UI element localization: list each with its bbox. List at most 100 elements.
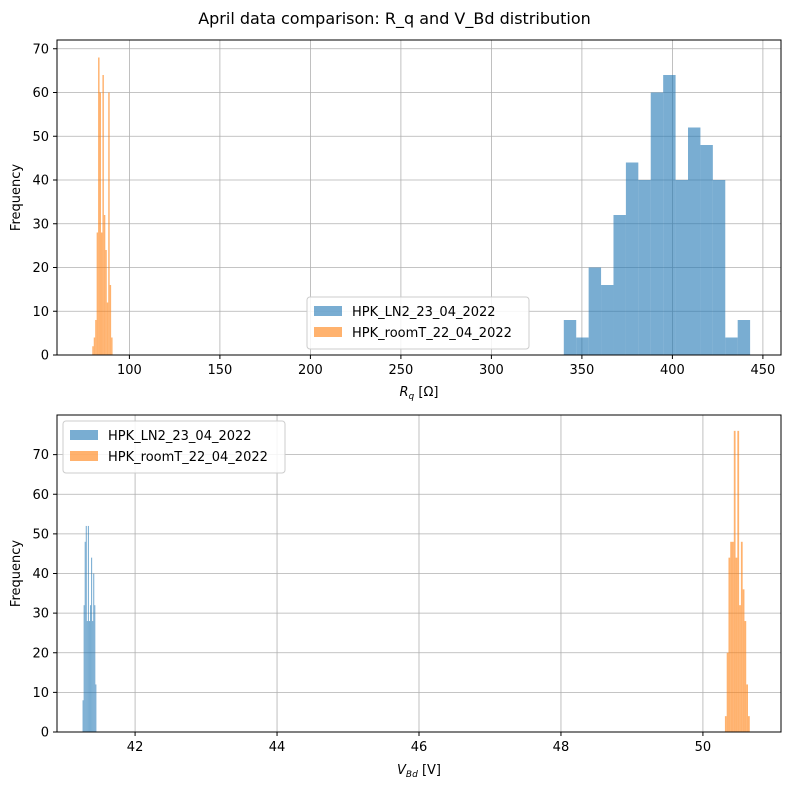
histogram-bar xyxy=(563,320,577,355)
x-tick-label: 300 xyxy=(479,363,504,378)
histogram-bar xyxy=(91,557,93,732)
histogram-bar xyxy=(663,75,676,355)
histogram-bar xyxy=(84,541,86,732)
histogram-bar xyxy=(737,430,740,732)
histogram-bar xyxy=(675,180,689,355)
histogram-bar xyxy=(730,541,733,732)
x-axis-label: VBd [V] xyxy=(397,763,441,780)
axes-frame xyxy=(56,39,782,356)
legend-box xyxy=(306,296,530,350)
legend-swatch xyxy=(70,430,98,440)
histogram-bar xyxy=(613,215,626,355)
x-tick-label: 200 xyxy=(298,363,323,378)
x-tick-label: 400 xyxy=(660,363,685,378)
histogram-bar xyxy=(105,250,107,355)
x-tick-label: 42 xyxy=(127,740,144,755)
histogram-bar xyxy=(92,346,94,355)
y-tick-label: 30 xyxy=(32,217,49,232)
y-tick-label: 0 xyxy=(41,726,49,741)
histogram-bar xyxy=(576,337,589,355)
vbd-histogram-chart: 42 44 46 48 50 0 10 20 30 40 50 60 70 VBd [V] Frequenc… xyxy=(9,414,782,780)
histogram-bar xyxy=(725,337,738,355)
histogram-bar xyxy=(102,75,104,355)
histogram-bar xyxy=(746,684,748,732)
histogram-bar xyxy=(96,232,99,355)
legend: HPK_LN2_23_04_2022 HPK_roomT_22_04_2022 xyxy=(306,296,530,350)
x-tick-label: 350 xyxy=(569,363,594,378)
y-tick-label: 50 xyxy=(32,527,49,542)
y-tick-label: 10 xyxy=(32,305,49,320)
series-0-bars xyxy=(82,525,97,732)
histogram-bar xyxy=(93,573,95,732)
y-tick-label: 0 xyxy=(41,349,49,364)
histogram-bar xyxy=(726,652,729,732)
histogram-bar xyxy=(88,621,91,732)
x-tick-label: 100 xyxy=(117,363,142,378)
histogram-bar xyxy=(735,557,738,732)
histogram-bar xyxy=(700,145,713,355)
histogram-bar xyxy=(739,605,741,732)
histogram-bar xyxy=(108,92,110,355)
histogram-bar xyxy=(601,285,614,355)
y-tick-label: 20 xyxy=(32,646,49,661)
figure-title: April data comparison: R_q and V_Bd dist… xyxy=(198,9,591,29)
histogram-bar xyxy=(625,162,639,355)
legend-entry-label: HPK_roomT_22_04_2022 xyxy=(352,326,512,341)
histogram-bar xyxy=(733,430,736,732)
histogram-bar xyxy=(638,180,651,355)
histogram-bar xyxy=(688,127,701,355)
y-tick-label: 70 xyxy=(32,448,49,463)
x-tick-label: 450 xyxy=(750,363,775,378)
series-0-bars xyxy=(563,75,751,355)
histogram-bar xyxy=(728,557,731,732)
legend-entry-label: HPK_LN2_23_04_2022 xyxy=(352,305,496,320)
y-tick-label: 20 xyxy=(32,261,49,276)
histogram-bar xyxy=(94,605,96,732)
x-tick-label: 48 xyxy=(553,740,570,755)
histogram-bar xyxy=(712,180,726,355)
legend-entry-label: HPK_LN2_23_04_2022 xyxy=(108,429,252,444)
histogram-bar xyxy=(85,525,87,732)
y-tick-label: 40 xyxy=(32,567,49,582)
x-axis-label: Rq [Ω] xyxy=(400,385,439,402)
histogram-bar xyxy=(83,605,85,732)
legend-swatch xyxy=(70,451,98,461)
y-tick-label: 60 xyxy=(32,488,49,503)
histogram-bar xyxy=(740,541,743,732)
histogram-bar xyxy=(106,302,109,355)
histogram-bar xyxy=(92,621,94,732)
histogram-bar xyxy=(737,320,751,355)
histogram-bar xyxy=(90,605,92,732)
x-tick-label: 50 xyxy=(695,740,712,755)
x-tick-label: 250 xyxy=(388,363,413,378)
y-tick-label: 30 xyxy=(32,607,49,622)
histogram-bar xyxy=(95,320,97,355)
legend-swatch xyxy=(314,306,342,316)
histogram-bar xyxy=(95,684,97,732)
legend-swatch xyxy=(314,327,342,337)
histogram-bar xyxy=(103,215,106,355)
histogram-bar xyxy=(588,267,602,355)
histogram-bar xyxy=(86,621,88,732)
histogram-bar xyxy=(82,700,84,732)
histogram-bar xyxy=(724,716,727,732)
x-tick-label: 44 xyxy=(269,740,286,755)
legend: HPK_LN2_23_04_2022 HPK_roomT_22_04_2022 xyxy=(62,420,286,474)
y-tick-label: 70 xyxy=(32,42,49,57)
y-tick-label: 50 xyxy=(32,130,49,145)
histogram-bar xyxy=(100,232,103,355)
histogram-bar xyxy=(87,525,89,732)
x-tick-label: 46 xyxy=(411,740,428,755)
y-axis-label: Frequency xyxy=(9,164,24,231)
series-1-bars xyxy=(92,57,113,355)
y-tick-label: 40 xyxy=(32,174,49,189)
legend-box xyxy=(62,420,286,474)
histogram-bar xyxy=(732,541,734,732)
histogram-bar xyxy=(99,92,101,355)
histogram-bar xyxy=(93,337,96,355)
x-tick-label: 150 xyxy=(207,363,232,378)
histogram-bar xyxy=(742,589,745,732)
legend-entry-label: HPK_roomT_22_04_2022 xyxy=(108,450,268,465)
histogram-bar xyxy=(98,57,100,355)
histogram-bar xyxy=(111,337,113,355)
